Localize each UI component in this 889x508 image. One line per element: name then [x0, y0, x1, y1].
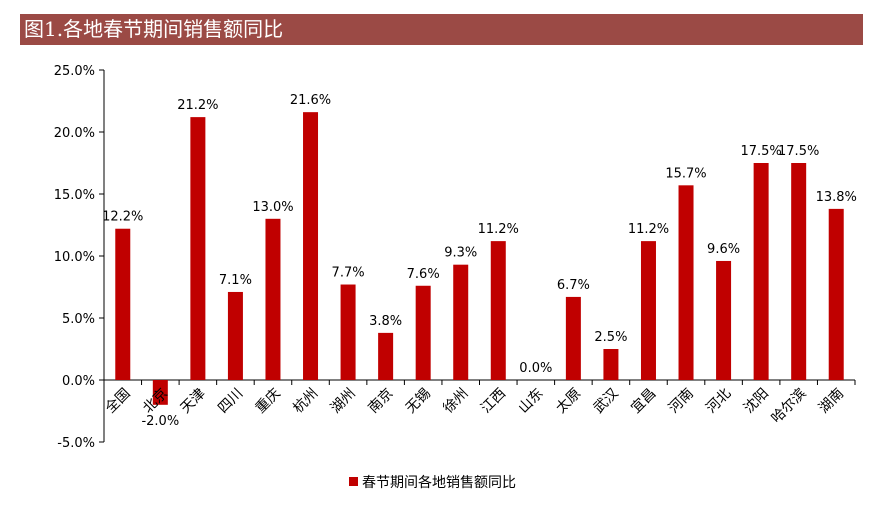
- bar: [453, 264, 469, 380]
- category-label: 无锡: [403, 386, 434, 417]
- bar: [565, 296, 581, 380]
- y-tick-label: 20.0%: [54, 126, 95, 141]
- chart-title: 图1.各地春节期间销售额同比: [24, 17, 284, 41]
- category-label: 重庆: [253, 386, 284, 417]
- category-label: 江西: [478, 386, 509, 417]
- data-label: 12.2%: [102, 210, 143, 225]
- data-label: -2.0%: [141, 414, 179, 429]
- category-label: 沈阳: [741, 386, 772, 417]
- data-label: 9.3%: [444, 246, 477, 261]
- y-tick-label: 0.0%: [62, 374, 95, 389]
- bar: [415, 285, 431, 380]
- y-tick-label: 5.0%: [62, 312, 95, 327]
- bar: [828, 208, 844, 380]
- category-label: 宜昌: [628, 386, 659, 417]
- y-tick-label: 15.0%: [54, 188, 95, 203]
- category-label: 武汉: [591, 386, 622, 417]
- data-label: 0.0%: [519, 361, 552, 376]
- data-label: 15.7%: [665, 166, 706, 181]
- data-label: 17.5%: [778, 144, 819, 159]
- bar: [640, 241, 656, 380]
- data-label: 7.6%: [407, 267, 440, 282]
- category-label: 天津: [178, 386, 209, 417]
- category-label: 徐州: [440, 386, 471, 417]
- y-tick-label: 25.0%: [54, 64, 95, 79]
- data-label: 13.0%: [252, 200, 293, 215]
- title-bar: 图1.各地春节期间销售额同比: [20, 14, 863, 45]
- bar: [115, 228, 131, 380]
- category-label: 湖南: [816, 386, 847, 417]
- category-label: 南京: [365, 386, 396, 417]
- legend-label: 春节期间各地销售额同比: [362, 475, 516, 491]
- data-label: 21.2%: [177, 98, 218, 113]
- bar: [791, 163, 807, 380]
- bar: [490, 241, 506, 380]
- data-label: 21.6%: [290, 93, 331, 108]
- category-label: 四川: [215, 386, 246, 417]
- data-label: 3.8%: [369, 314, 402, 329]
- category-label: 哈尔滨: [768, 386, 809, 427]
- bar: [227, 291, 243, 380]
- legend-swatch: [349, 477, 358, 486]
- data-label: 7.1%: [219, 273, 252, 288]
- y-tick-label: 10.0%: [54, 250, 95, 265]
- bar: [340, 284, 356, 380]
- data-label: 9.6%: [707, 242, 740, 257]
- bar: [678, 185, 694, 380]
- bar: [152, 380, 168, 405]
- bar: [716, 260, 732, 380]
- category-label: 山东: [516, 386, 547, 417]
- bar: [753, 163, 769, 380]
- data-label: 2.5%: [594, 330, 627, 345]
- data-label: 11.2%: [628, 222, 669, 237]
- category-label: 河南: [666, 386, 697, 417]
- category-label: 湖州: [328, 386, 359, 417]
- category-label: 太原: [553, 386, 584, 417]
- y-tick-label: -5.0%: [57, 436, 95, 451]
- category-label: 全国: [102, 385, 134, 417]
- bar: [265, 218, 281, 380]
- bar: [190, 117, 206, 381]
- data-label: 6.7%: [557, 278, 590, 293]
- data-label: 17.5%: [740, 144, 781, 159]
- bar: [303, 112, 319, 380]
- category-label: 杭州: [290, 386, 321, 417]
- bar: [378, 332, 394, 380]
- data-label: 7.7%: [332, 266, 365, 281]
- data-label: 13.8%: [816, 190, 857, 205]
- category-label: 河北: [703, 386, 734, 417]
- bar: [603, 349, 619, 380]
- data-label: 11.2%: [478, 222, 519, 237]
